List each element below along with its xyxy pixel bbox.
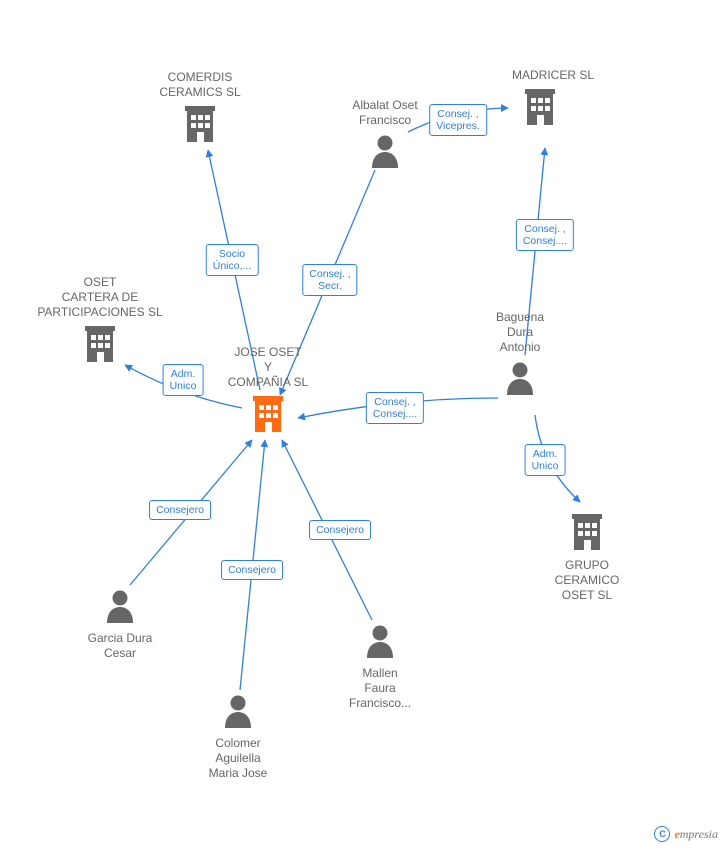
node-oset_cartera[interactable]: OSETCARTERA DEPARTICIPACIONES SL [30, 275, 170, 366]
node-madricer[interactable]: MADRICER SL [470, 68, 610, 129]
edge-label: Adm. Unico [525, 444, 566, 476]
edge-label: Consejero [309, 520, 371, 540]
building-icon [185, 131, 215, 145]
copyright-icon: C [654, 826, 670, 842]
brand: empresia [674, 827, 718, 842]
node-baguena[interactable]: BaguenaDuraAntonio [450, 310, 590, 399]
node-label: ColomerAguilellaMaria Jose [168, 736, 308, 781]
node-comerdis[interactable]: COMERDISCERAMICS SL [130, 70, 270, 146]
edge-label: Consej. , Consej.... [516, 219, 574, 251]
node-label: OSETCARTERA DEPARTICIPACIONES SL [30, 275, 170, 320]
building-icon [85, 351, 115, 365]
edge-label: Adm. Unico [163, 364, 204, 396]
node-label: BaguenaDuraAntonio [450, 310, 590, 355]
node-grupo_ceramico[interactable]: GRUPOCERAMICOOSET SL [517, 510, 657, 603]
building-icon [572, 539, 602, 553]
node-label: GRUPOCERAMICOOSET SL [517, 558, 657, 603]
node-label: JOSE OSETYCOMPAÑIA SL [198, 345, 338, 390]
node-label: MallenFauraFrancisco... [310, 666, 450, 711]
edge-label: Consejero [221, 560, 283, 580]
person-icon [365, 647, 395, 661]
node-colomer[interactable]: ColomerAguilellaMaria Jose [168, 690, 308, 781]
node-mallen[interactable]: MallenFauraFrancisco... [310, 620, 450, 711]
edge-label: Consej. , Vicepres. [429, 104, 487, 136]
building-icon [525, 114, 555, 128]
node-label: MADRICER SL [470, 68, 610, 83]
edge-label: Socio Único,... [206, 244, 259, 276]
building-icon [253, 421, 283, 435]
edge-label: Consejero [149, 500, 211, 520]
edge-label: Consej. , Secr. [302, 264, 357, 296]
node-jose_oset[interactable]: JOSE OSETYCOMPAÑIA SL [198, 345, 338, 436]
person-icon [370, 157, 400, 171]
node-garcia[interactable]: Garcia DuraCesar [50, 585, 190, 661]
person-icon [223, 717, 253, 731]
node-label: Garcia DuraCesar [50, 631, 190, 661]
footer: C empresia [654, 826, 718, 842]
node-label: COMERDISCERAMICS SL [130, 70, 270, 100]
person-icon [105, 612, 135, 626]
person-icon [505, 384, 535, 398]
edge-label: Consej. , Consej.... [366, 392, 424, 424]
